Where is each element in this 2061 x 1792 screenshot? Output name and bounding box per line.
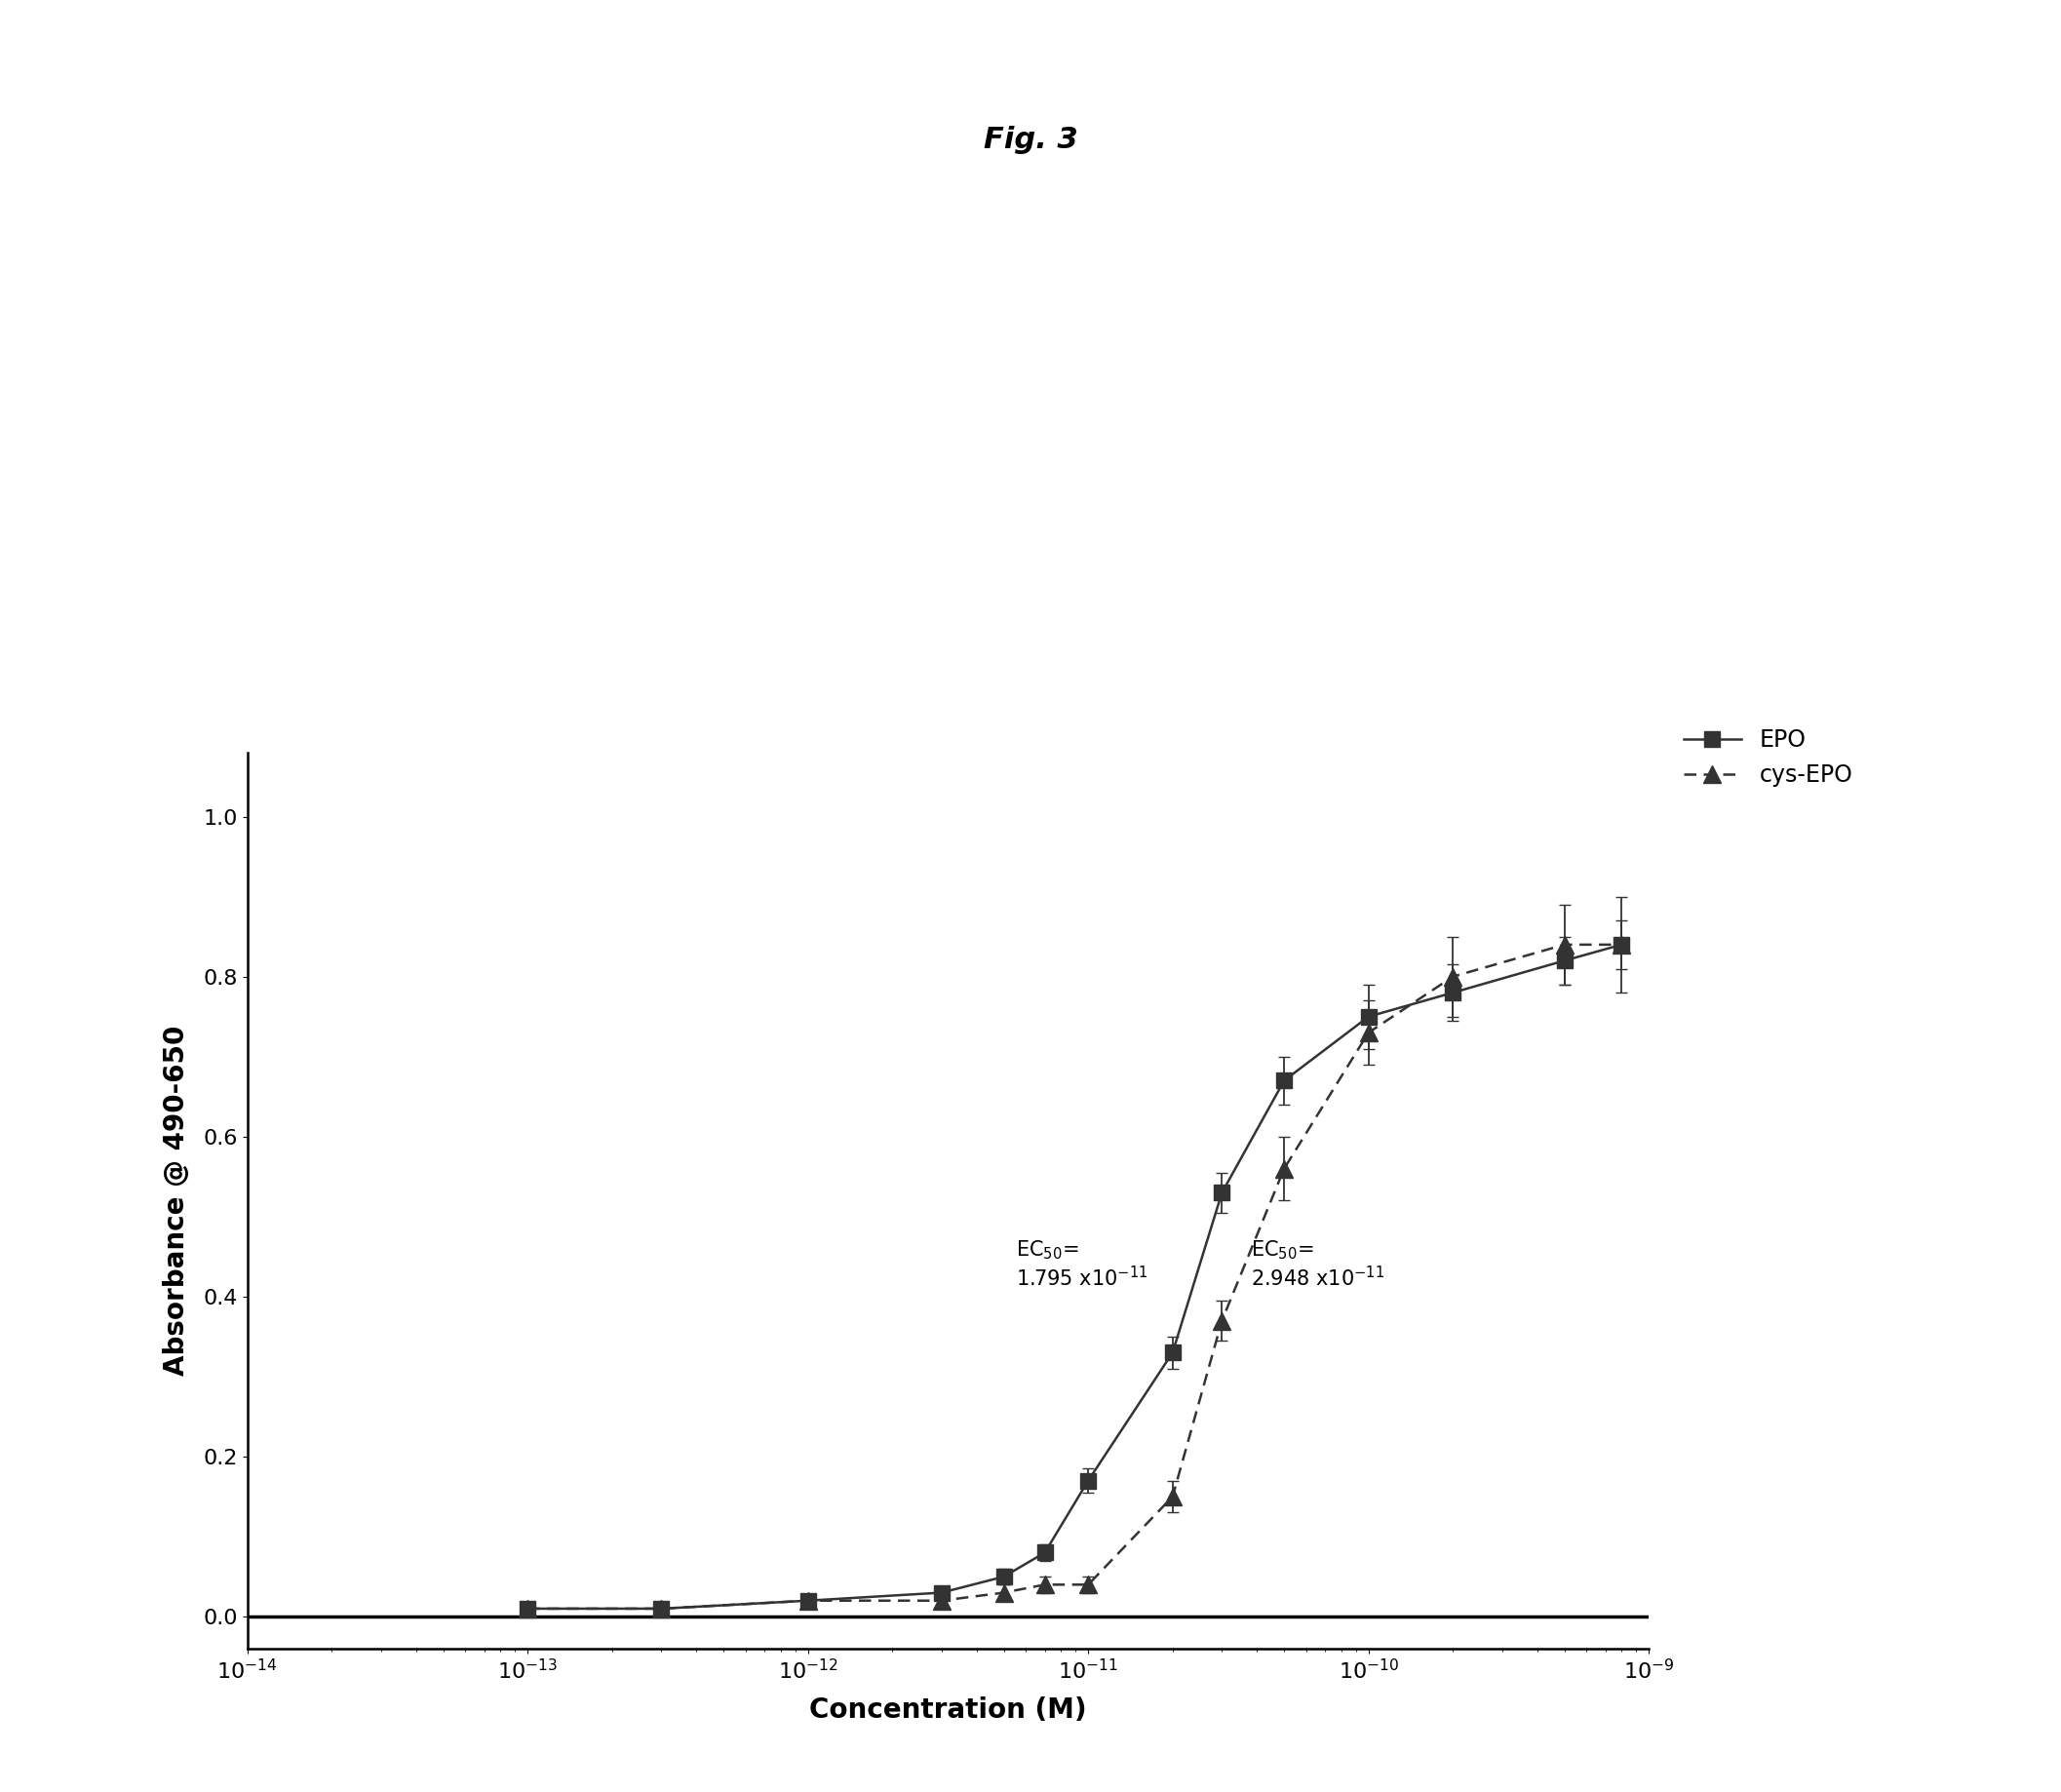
Text: EC$_{50}$=
2.948 x10$^{-11}$: EC$_{50}$= 2.948 x10$^{-11}$	[1251, 1238, 1385, 1290]
Legend: EPO, cys-EPO: EPO, cys-EPO	[1674, 719, 1863, 796]
Text: EC$_{50}$=
1.795 x10$^{-11}$: EC$_{50}$= 1.795 x10$^{-11}$	[1016, 1238, 1148, 1290]
Y-axis label: Absorbance @ 490-650: Absorbance @ 490-650	[163, 1025, 190, 1376]
X-axis label: Concentration (M): Concentration (M)	[810, 1697, 1086, 1724]
Text: Fig. 3: Fig. 3	[983, 125, 1078, 154]
